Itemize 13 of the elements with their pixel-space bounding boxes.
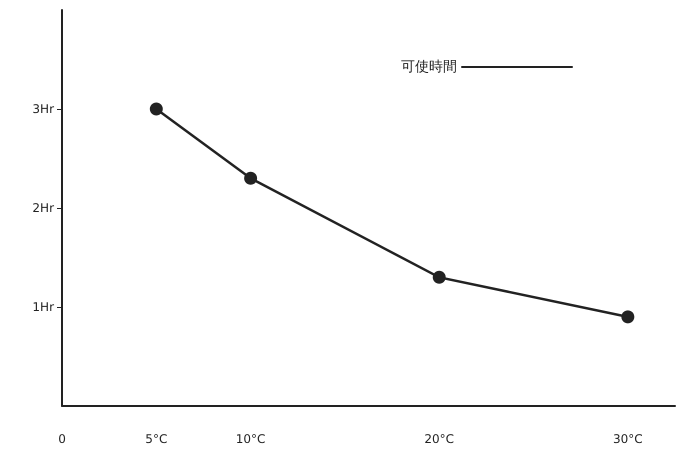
x-tick-label: 30°C (613, 432, 643, 446)
point (244, 172, 258, 185)
y-tick-label: 1Hr (32, 300, 54, 314)
text: 可使時間 (401, 59, 457, 75)
y-tick-label: 2Hr (32, 201, 54, 215)
point (432, 270, 446, 284)
point (621, 310, 634, 324)
y-tick-label: 3Hr (32, 102, 54, 116)
point (150, 102, 163, 116)
x-tick-label: 10°C (236, 432, 266, 446)
x-tick-label: 5°C (145, 432, 168, 446)
x-tick-label: 0 (58, 432, 66, 446)
x-tick-label: 20°C (424, 432, 454, 446)
